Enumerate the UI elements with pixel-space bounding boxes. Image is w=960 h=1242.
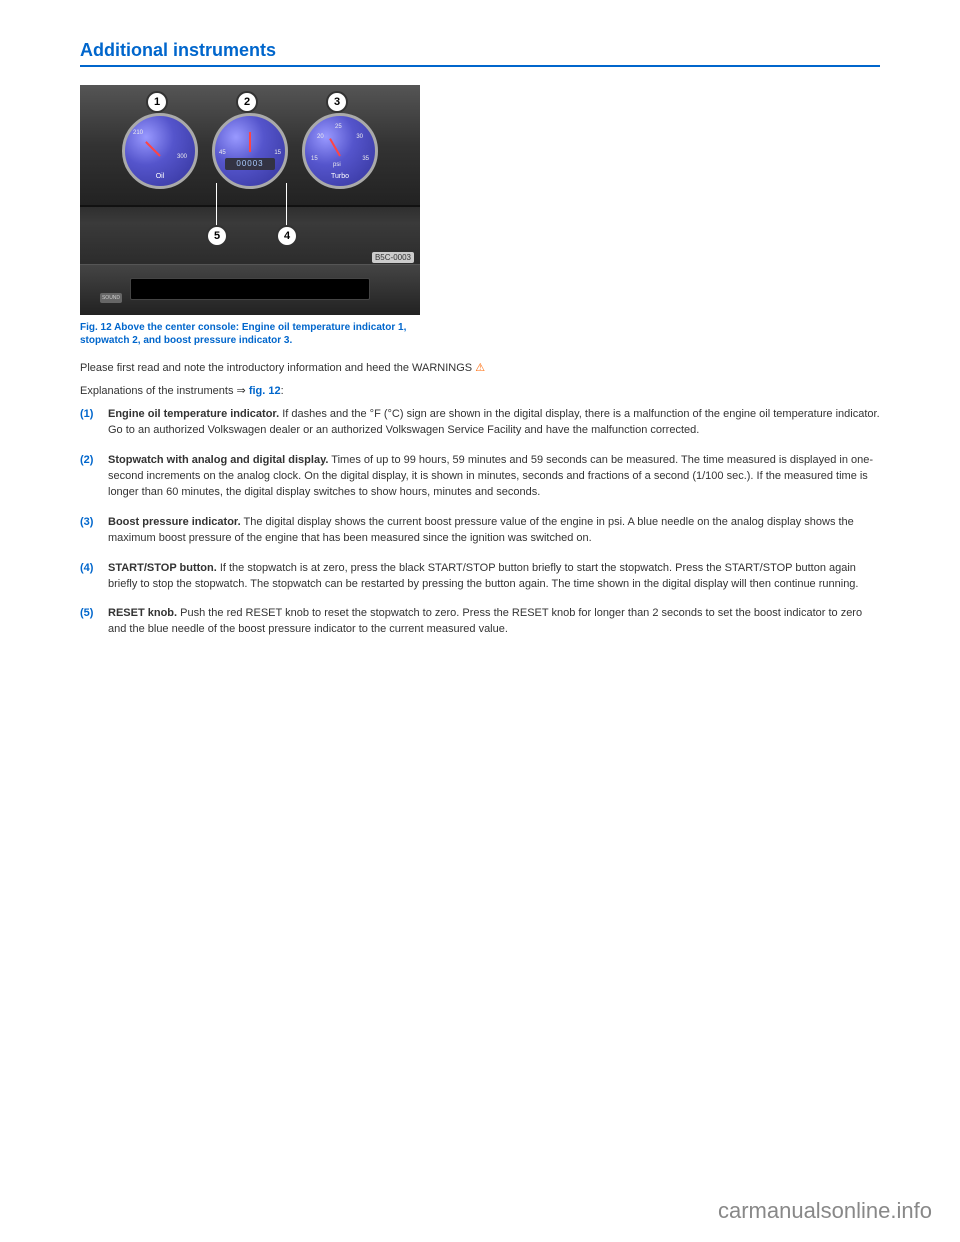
figure-reference: fig. 12 xyxy=(249,385,281,397)
intro-text: Please first read and note the introduct… xyxy=(80,361,880,374)
legend-item-3: (3) Boost pressure indicator. The digita… xyxy=(80,515,880,547)
legend-title: Boost pressure indicator. xyxy=(108,516,241,528)
callout-4: 4 xyxy=(276,225,298,247)
legend-text: Boost pressure indicator. The digital di… xyxy=(108,515,880,547)
gauge-tick: 35 xyxy=(362,156,369,162)
stopwatch-digits: 00003 xyxy=(225,158,275,170)
gauge-needle xyxy=(145,141,161,157)
legend-title: START/STOP button. xyxy=(108,562,217,574)
legend-title: RESET knob. xyxy=(108,607,177,619)
legend-text: Engine oil temperature indicator. If das… xyxy=(108,407,880,439)
oil-temp-gauge: 210 300 Oil xyxy=(122,113,198,189)
legend-text: START/STOP button. If the stopwatch is a… xyxy=(108,561,880,593)
legend-number: (1) xyxy=(80,407,108,439)
figure: 210 300 Oil 45 15 00003 15 20 25 30 35 p… xyxy=(80,85,420,347)
legend-item-5: (5) RESET knob. Push the red RESET knob … xyxy=(80,606,880,638)
figure-caption: Fig. 12 Above the center console: Engine… xyxy=(80,321,420,347)
legend-number: (4) xyxy=(80,561,108,593)
gauge-tick: 45 xyxy=(219,150,226,156)
legend-number: (5) xyxy=(80,606,108,638)
gauge-needle xyxy=(329,138,341,156)
legend-item-2: (2) Stopwatch with analog and digital di… xyxy=(80,453,880,501)
gauge-unit: psi xyxy=(333,162,341,168)
legend-number: (3) xyxy=(80,515,108,547)
gauge-tick: 20 xyxy=(317,134,324,140)
legend-title: Engine oil temperature indicator. xyxy=(108,408,279,420)
gauge-label: Turbo xyxy=(305,173,375,180)
legend: Explanations of the instruments ⇒ fig. 1… xyxy=(80,384,880,638)
legend-body: If the stopwatch is at zero, press the b… xyxy=(108,562,858,590)
callout-5: 5 xyxy=(206,225,228,247)
radio-button: SOUND xyxy=(100,293,122,303)
gauge-needle xyxy=(249,132,251,152)
section-title: Additional instruments xyxy=(80,40,880,67)
watermark: carmanualsonline.info xyxy=(718,1198,932,1224)
legend-item-4: (4) START/STOP button. If the stopwatch … xyxy=(80,561,880,593)
intro-prefix: Please first read and note the introduct… xyxy=(80,362,472,374)
cd-slot xyxy=(130,278,370,300)
image-id-badge: B5C-0003 xyxy=(372,252,414,263)
legend-intro-suffix: : xyxy=(281,385,284,397)
legend-item-1: (1) Engine oil temperature indicator. If… xyxy=(80,407,880,439)
gauge-tick: 210 xyxy=(133,130,143,136)
boost-gauge: 15 20 25 30 35 psi Turbo xyxy=(302,113,378,189)
callout-line xyxy=(286,183,287,227)
legend-title: Stopwatch with analog and digital displa… xyxy=(108,454,328,466)
warning-icon: ⚠ xyxy=(475,361,485,374)
callout-3: 3 xyxy=(326,91,348,113)
legend-number: (2) xyxy=(80,453,108,501)
legend-text: Stopwatch with analog and digital displa… xyxy=(108,453,880,501)
gauge-tick: 15 xyxy=(311,156,318,162)
legend-body: Push the red RESET knob to reset the sto… xyxy=(108,607,862,635)
radio-panel: SOUND xyxy=(80,264,420,315)
gauge-cluster-image: 210 300 Oil 45 15 00003 15 20 25 30 35 p… xyxy=(80,85,420,315)
legend-text: RESET knob. Push the red RESET knob to r… xyxy=(108,606,880,638)
gauge-tick: 300 xyxy=(177,154,187,160)
page-content: Additional instruments 210 300 Oil 45 15… xyxy=(0,0,960,672)
gauge-label: Oil xyxy=(125,173,195,180)
callout-1: 1 xyxy=(146,91,168,113)
stopwatch-gauge: 45 15 00003 xyxy=(212,113,288,189)
gauge-tick: 15 xyxy=(274,150,281,156)
legend-intro: Explanations of the instruments ⇒ fig. 1… xyxy=(80,384,880,397)
callout-2: 2 xyxy=(236,91,258,113)
gauge-tick: 25 xyxy=(335,124,342,130)
callout-line xyxy=(216,183,217,227)
gauge-tick: 30 xyxy=(356,134,363,140)
legend-intro-prefix: Explanations of the instruments ⇒ xyxy=(80,385,249,397)
